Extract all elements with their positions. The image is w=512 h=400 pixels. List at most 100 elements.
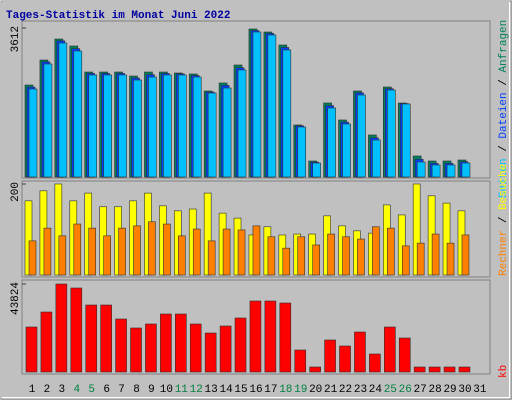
x-tick-label: 15 bbox=[234, 384, 247, 396]
bar bbox=[461, 234, 470, 276]
bar bbox=[297, 126, 307, 178]
bar bbox=[282, 49, 292, 178]
bar bbox=[73, 223, 82, 276]
x-tick-label: 17 bbox=[264, 384, 277, 396]
bar bbox=[312, 162, 321, 178]
bar bbox=[178, 235, 186, 276]
x-tick-label: 16 bbox=[249, 384, 262, 396]
bar bbox=[192, 76, 202, 178]
bar bbox=[163, 223, 171, 276]
legend-entry: Dateien bbox=[498, 92, 510, 138]
bar bbox=[207, 92, 217, 178]
bar bbox=[279, 302, 292, 373]
x-tick-label: 26 bbox=[399, 384, 412, 396]
bar bbox=[264, 300, 277, 373]
legend-entry: Rechner bbox=[498, 230, 510, 276]
bar bbox=[398, 337, 411, 373]
bar bbox=[189, 323, 202, 373]
bar bbox=[118, 74, 127, 178]
bar bbox=[85, 304, 98, 373]
bar bbox=[148, 221, 156, 276]
bar bbox=[324, 339, 336, 373]
x-tick-label: 11 bbox=[175, 384, 189, 396]
bar bbox=[412, 183, 421, 276]
legend-entry: Besuche bbox=[498, 164, 510, 210]
legend-entry: Seiten bbox=[498, 158, 510, 198]
y-tick-label: 43824 bbox=[10, 282, 22, 315]
bar bbox=[401, 245, 410, 276]
bar bbox=[387, 89, 396, 178]
bar bbox=[43, 63, 53, 178]
bar bbox=[384, 326, 396, 373]
bar bbox=[222, 87, 232, 178]
x-tick-label: 25 bbox=[384, 384, 397, 396]
x-tick-label: 12 bbox=[190, 384, 203, 396]
bar bbox=[354, 331, 366, 373]
bar bbox=[372, 139, 381, 178]
bar bbox=[234, 317, 247, 373]
bar bbox=[312, 244, 320, 276]
bar bbox=[55, 283, 68, 373]
x-tick-label: 22 bbox=[339, 384, 352, 396]
bar bbox=[294, 349, 307, 373]
x-tick-label: 23 bbox=[354, 384, 367, 396]
x-tick-label: 1 bbox=[29, 384, 36, 396]
bar bbox=[25, 326, 38, 373]
bar bbox=[204, 332, 217, 373]
bar bbox=[203, 192, 212, 276]
bar bbox=[446, 164, 456, 178]
bar bbox=[58, 235, 67, 276]
bar bbox=[24, 200, 33, 276]
bar bbox=[428, 366, 441, 373]
bar bbox=[416, 161, 426, 178]
x-tick-label: 19 bbox=[294, 384, 307, 396]
x-tick-label: 9 bbox=[148, 384, 155, 396]
bar bbox=[43, 227, 52, 276]
x-tick-label: 30 bbox=[458, 384, 471, 396]
x-tick-label: 6 bbox=[103, 384, 110, 396]
legend: kb bbox=[498, 365, 510, 378]
bar bbox=[58, 42, 68, 178]
bar bbox=[252, 31, 262, 178]
bar bbox=[357, 238, 365, 276]
bar bbox=[130, 327, 142, 373]
bar bbox=[282, 247, 291, 276]
bar bbox=[443, 366, 456, 373]
x-tick-label: 3 bbox=[59, 384, 66, 396]
x-tick-label: 21 bbox=[324, 384, 338, 396]
bar bbox=[118, 227, 126, 276]
bar bbox=[431, 164, 441, 178]
legend-separator: / bbox=[498, 210, 510, 230]
bar bbox=[461, 162, 471, 178]
bar bbox=[103, 74, 112, 178]
y-tick-label: 200 bbox=[10, 182, 22, 202]
bar bbox=[369, 353, 381, 373]
bar bbox=[148, 76, 157, 178]
bar bbox=[342, 123, 351, 178]
x-tick-label: 20 bbox=[309, 384, 322, 396]
x-tick-label: 31 bbox=[473, 384, 487, 396]
bar bbox=[267, 236, 276, 276]
bar bbox=[309, 366, 321, 373]
x-tick-label: 24 bbox=[369, 384, 383, 396]
bar bbox=[40, 311, 53, 373]
x-tick-label: 14 bbox=[219, 384, 233, 396]
bar bbox=[458, 366, 471, 373]
legend-separator: / bbox=[498, 139, 510, 159]
bar bbox=[442, 202, 451, 276]
bar bbox=[387, 227, 395, 276]
x-tick-label: 28 bbox=[429, 384, 442, 396]
bar bbox=[207, 240, 216, 276]
x-tick-label: 10 bbox=[160, 384, 173, 396]
bar bbox=[100, 304, 112, 373]
legend: Rechner / Besuche bbox=[498, 164, 510, 276]
bar bbox=[342, 236, 350, 276]
y-tick-label: 3612 bbox=[10, 26, 22, 52]
bar bbox=[446, 242, 455, 276]
x-tick-label: 18 bbox=[279, 384, 292, 396]
bar bbox=[28, 240, 37, 276]
bar bbox=[267, 34, 277, 178]
bar bbox=[372, 226, 380, 276]
